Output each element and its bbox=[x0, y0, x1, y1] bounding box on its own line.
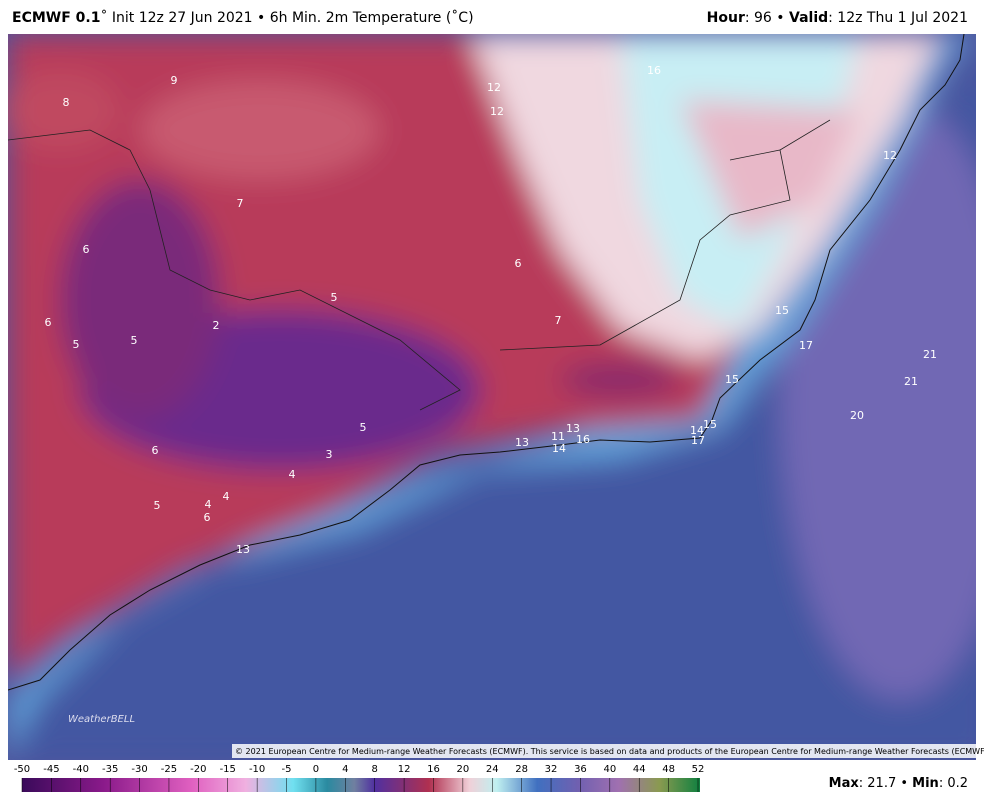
colorbar-tick-label: 28 bbox=[515, 764, 528, 775]
valid-info: Hour: 96 • Valid: 12z Thu 1 Jul 2021 bbox=[707, 10, 968, 26]
map-label: 17 bbox=[799, 339, 813, 352]
map-label: 4 bbox=[223, 490, 230, 503]
max-value: : 21.7 • bbox=[859, 776, 912, 791]
min-label: Min bbox=[912, 776, 939, 791]
colorbar-tick-label: 52 bbox=[692, 764, 705, 775]
map-label: 15 bbox=[725, 373, 739, 386]
colorbar-tick-label: -10 bbox=[249, 764, 265, 775]
colorbar-tick-label: -40 bbox=[73, 764, 89, 775]
map-label: 13 bbox=[566, 422, 580, 435]
colorbar-tick-label: 12 bbox=[398, 764, 411, 775]
logo: WeatherBELL bbox=[68, 714, 135, 725]
colorbar-tick-label: 36 bbox=[574, 764, 587, 775]
colorbar-tick-label: -50 bbox=[14, 764, 30, 775]
colorbar-tick-label: 32 bbox=[545, 764, 558, 775]
map-label: 3 bbox=[326, 448, 333, 461]
copyright: © 2021 European Centre for Medium-range … bbox=[235, 747, 984, 756]
map-label: 14 bbox=[552, 442, 566, 455]
map-label: 20 bbox=[850, 409, 864, 422]
map-label: 12 bbox=[490, 105, 504, 118]
map-label: 6 bbox=[204, 511, 211, 524]
map-label: 5 bbox=[73, 338, 80, 351]
map-label: 7 bbox=[237, 197, 244, 210]
colorbar-tick-label: 44 bbox=[633, 764, 646, 775]
map-label: 16 bbox=[576, 433, 590, 446]
hour-label: Hour bbox=[707, 10, 745, 26]
hour-value: : 96 • bbox=[745, 10, 789, 26]
min-value: : 0.2 bbox=[939, 776, 968, 791]
colorbar-tick-label: 8 bbox=[372, 764, 378, 775]
map-label: 6 bbox=[515, 257, 522, 270]
map-label: 4 bbox=[205, 498, 212, 511]
colorbar-tick-label: -35 bbox=[102, 764, 118, 775]
title-rest: ˚ Init 12z 27 Jun 2021 • 6h Min. 2m Temp… bbox=[100, 9, 473, 26]
colorbar-tick-label: 16 bbox=[427, 764, 440, 775]
map-label: 17 bbox=[691, 434, 705, 447]
title: ECMWF 0.1˚ Init 12z 27 Jun 2021 • 6h Min… bbox=[12, 9, 474, 26]
colorbar-tick-label: 48 bbox=[662, 764, 675, 775]
colorbar-tick-label: -5 bbox=[282, 764, 292, 775]
map-label: 21 bbox=[923, 348, 937, 361]
copyright-bg bbox=[232, 744, 976, 758]
map-label: 14 bbox=[690, 424, 704, 437]
colorbar-tick-label: 4 bbox=[342, 764, 348, 775]
colorbar-tick-label: -25 bbox=[161, 764, 177, 775]
map-label: 12 bbox=[487, 81, 501, 94]
map-label: 21 bbox=[904, 375, 918, 388]
map-label: 13 bbox=[236, 543, 250, 556]
colorbar-tick-label: 40 bbox=[603, 764, 616, 775]
colorbar-tick-label: -45 bbox=[43, 764, 59, 775]
map-label: 8 bbox=[63, 96, 70, 109]
map-label: 5 bbox=[360, 421, 367, 434]
model: ECMWF 0.1 bbox=[12, 10, 100, 26]
map-label: 16 bbox=[647, 64, 661, 77]
max-min: Max: 21.7 • Min: 0.2 bbox=[829, 776, 968, 791]
map-label: 13 bbox=[515, 436, 529, 449]
map-label: 15 bbox=[775, 304, 789, 317]
map-label: 6 bbox=[45, 316, 52, 329]
map-label: 6 bbox=[152, 444, 159, 457]
map-label: 6 bbox=[83, 243, 90, 256]
map-label: 4 bbox=[289, 468, 296, 481]
map-label: 5 bbox=[131, 334, 138, 347]
valid-label: Valid bbox=[789, 10, 828, 26]
valid-value: : 12z Thu 1 Jul 2021 bbox=[828, 10, 968, 26]
map-label: 11 bbox=[551, 430, 565, 443]
colorbar-tick-label: -15 bbox=[220, 764, 236, 775]
map-label: 2 bbox=[213, 319, 220, 332]
map bbox=[8, 34, 976, 760]
map-label: 12 bbox=[883, 149, 897, 162]
colorbar-tick-label: 20 bbox=[457, 764, 470, 775]
map-label: 5 bbox=[154, 499, 161, 512]
map-label: 15 bbox=[703, 418, 717, 431]
colorbar-tick-label: -20 bbox=[190, 764, 206, 775]
colorbar-tick-label: 0 bbox=[313, 764, 319, 775]
max-label: Max bbox=[829, 776, 860, 791]
map-label: 7 bbox=[555, 314, 562, 327]
colorbar-tick-label: -30 bbox=[131, 764, 147, 775]
map-label: 9 bbox=[171, 74, 178, 87]
map-label: 5 bbox=[331, 291, 338, 304]
colorbar-tick-label: 24 bbox=[486, 764, 499, 775]
colorbar bbox=[22, 778, 700, 792]
